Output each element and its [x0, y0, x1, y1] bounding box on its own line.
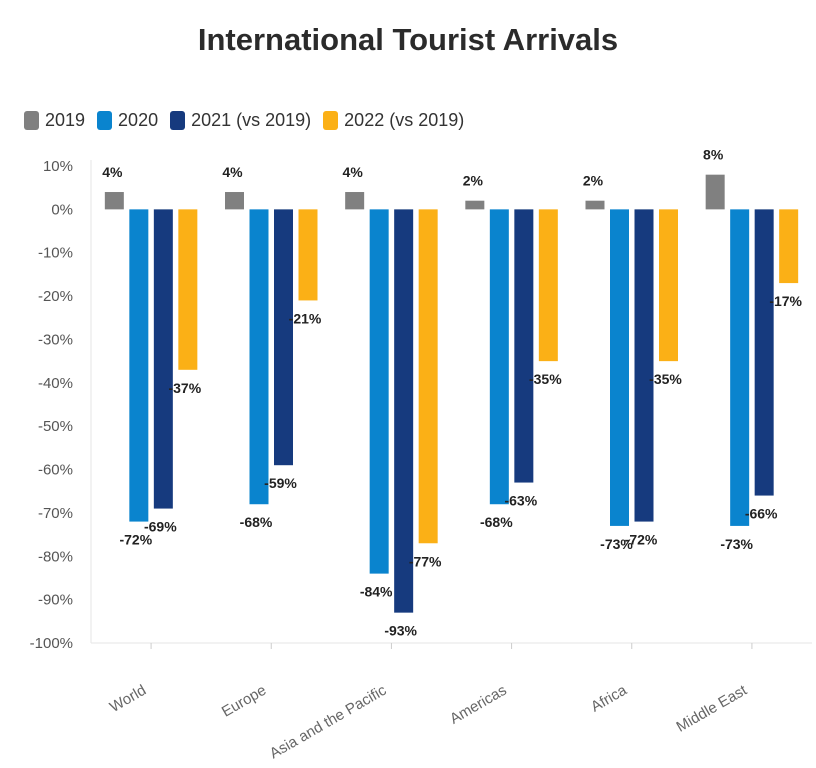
y-tick-label: -50% — [38, 418, 73, 435]
data-label: -59% — [264, 475, 297, 491]
legend-item-2019[interactable]: 2019 — [24, 110, 85, 131]
legend-swatch-2021 — [170, 111, 186, 130]
y-tick-label: -10% — [38, 245, 73, 262]
data-label: -35% — [649, 371, 682, 387]
x-category-label: Africa — [588, 681, 630, 715]
bar-2020 — [369, 209, 389, 574]
bar-2020 — [610, 209, 629, 526]
bar-2019 — [705, 174, 725, 210]
data-label: -73% — [600, 536, 633, 552]
data-label: 2% — [463, 173, 484, 189]
legend-label: 2020 — [118, 110, 159, 130]
bar-2022 — [418, 209, 438, 544]
data-label: -93% — [384, 623, 417, 639]
data-label: 4% — [102, 164, 123, 180]
bar-2021 — [754, 209, 774, 496]
bar-2020 — [489, 209, 509, 505]
legend-swatch-2019 — [24, 111, 39, 130]
legend-swatch-2022 — [323, 111, 339, 130]
bar-2020 — [730, 209, 750, 526]
data-label: 2% — [583, 173, 604, 189]
bar-2022 — [538, 209, 558, 362]
bar-2021 — [634, 209, 654, 522]
data-label: -17% — [769, 293, 802, 309]
bar-2019 — [104, 192, 124, 210]
legend: 2019 2020 2021 (vs 2019) 2022 (vs 2019) — [24, 110, 464, 131]
data-label: -72% — [119, 532, 152, 548]
y-tick-label: -30% — [38, 331, 73, 348]
bar-2021 — [153, 209, 173, 509]
bar-2019 — [465, 200, 485, 210]
bar-2020 — [129, 209, 149, 522]
legend-label: 2022 (vs 2019) — [344, 110, 465, 130]
bar-2021 — [394, 209, 414, 613]
bar-2022 — [178, 209, 198, 370]
bar-2019 — [345, 192, 365, 210]
x-category-label: World — [107, 682, 149, 716]
y-tick-label: 0% — [51, 201, 73, 218]
y-tick-label: 10% — [43, 158, 73, 175]
x-category-label: Asia and the Pacific — [267, 681, 390, 762]
data-label: -21% — [289, 310, 322, 326]
bar-2022 — [298, 209, 318, 301]
y-tick-label: -70% — [38, 505, 73, 522]
data-label: -68% — [240, 514, 273, 530]
bar-2021 — [274, 209, 293, 466]
y-tick-label: -40% — [38, 375, 73, 392]
y-tick-label: -90% — [38, 592, 73, 609]
bar-2019 — [585, 200, 605, 210]
data-label: -69% — [144, 519, 177, 535]
bar-2021 — [514, 209, 534, 483]
x-category-label: Americas — [447, 682, 510, 728]
legend-item-2020[interactable]: 2020 — [97, 110, 158, 131]
y-tick-label: -60% — [38, 462, 73, 479]
bar-2022 — [659, 209, 678, 362]
data-label: -72% — [625, 532, 658, 548]
x-category-label: Europe — [219, 682, 269, 721]
y-tick-label: -100% — [30, 635, 73, 652]
data-label: 4% — [343, 164, 364, 180]
legend-label: 2019 — [45, 110, 86, 130]
bar-2019 — [225, 192, 244, 210]
data-label: -66% — [745, 506, 778, 522]
x-category-label: Middle East — [674, 681, 751, 735]
data-label: -37% — [168, 380, 201, 396]
data-label: -63% — [504, 493, 537, 509]
bar-2020 — [249, 209, 269, 505]
data-label: -77% — [409, 553, 442, 569]
data-label: 8% — [703, 147, 724, 163]
legend-label: 2021 (vs 2019) — [191, 110, 312, 130]
legend-swatch-2020 — [97, 111, 113, 130]
data-label: -35% — [529, 371, 562, 387]
data-label: -73% — [720, 536, 753, 552]
data-label: -68% — [480, 514, 513, 530]
chart-title: International Tourist Arrivals — [197, 22, 619, 57]
bar-2022 — [779, 209, 799, 284]
legend-item-2022[interactable]: 2022 (vs 2019) — [323, 110, 464, 131]
y-tick-label: -80% — [38, 548, 73, 565]
y-tick-label: -20% — [38, 288, 73, 305]
data-label: 4% — [222, 164, 243, 180]
legend-item-2021[interactable]: 2021 (vs 2019) — [170, 110, 311, 131]
data-label: -84% — [360, 584, 393, 600]
